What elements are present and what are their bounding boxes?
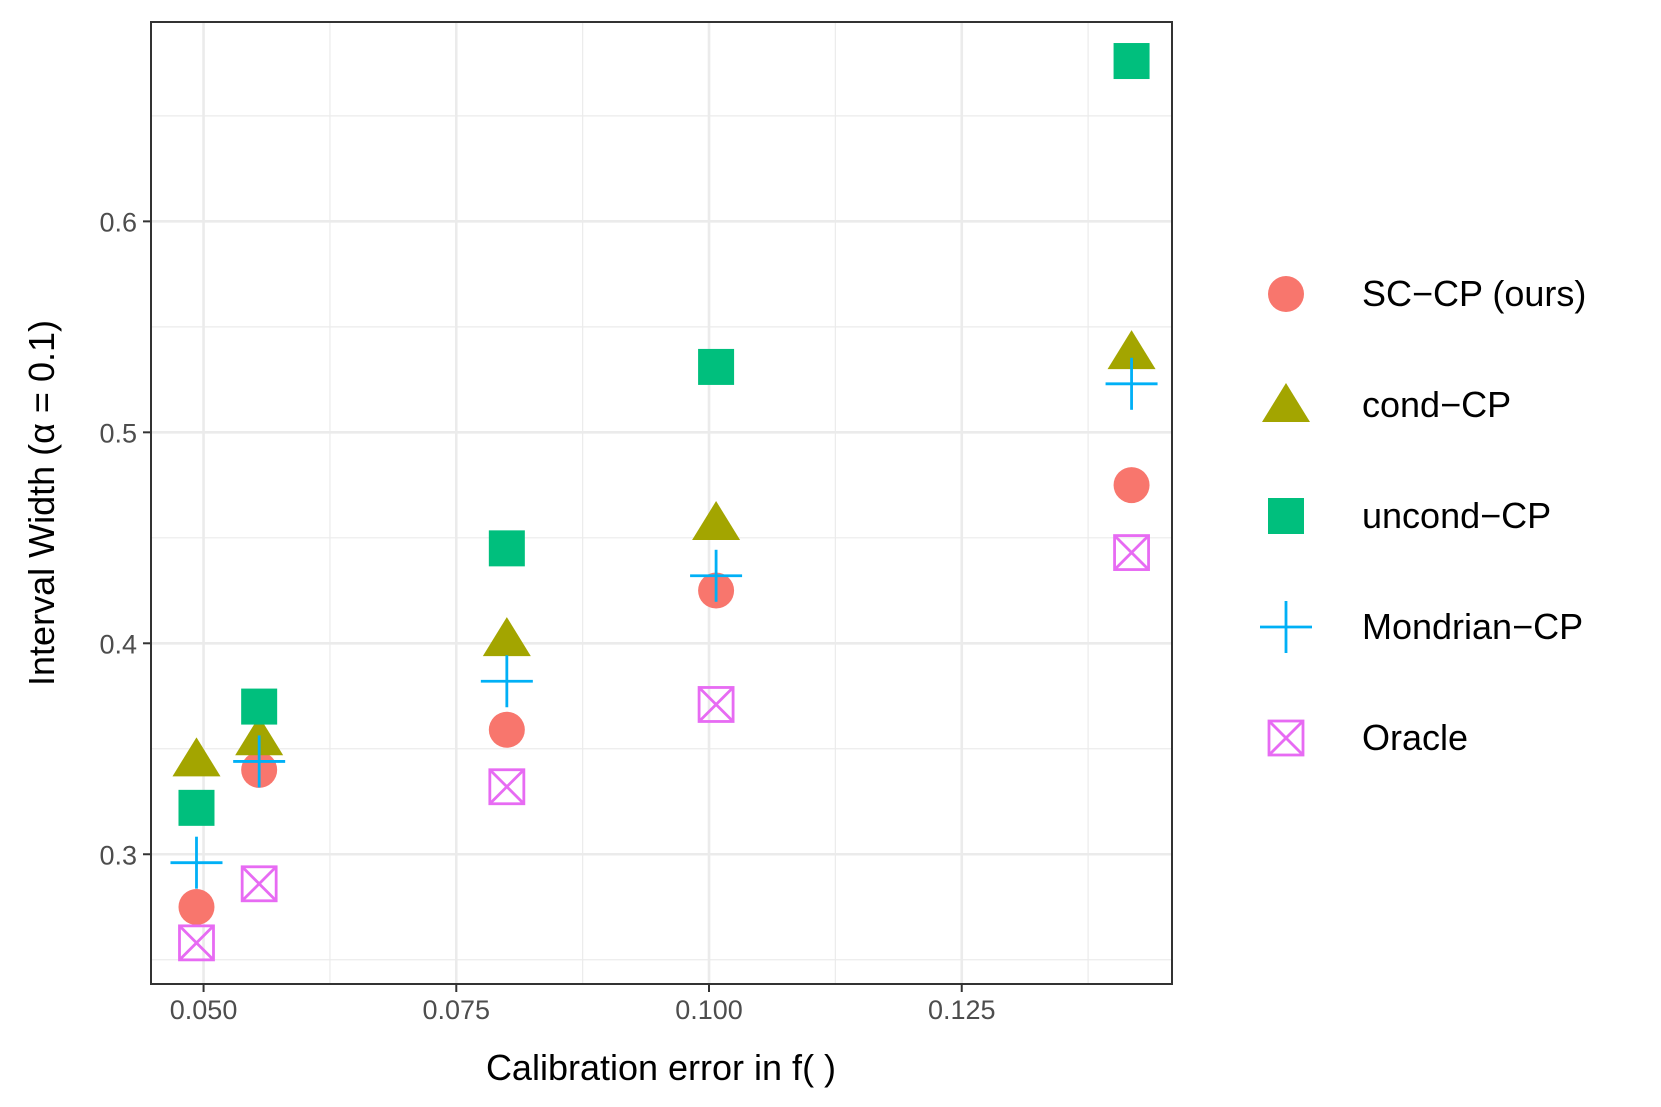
- legend-key-boxcross: [1267, 719, 1305, 757]
- x-tick-label: 0.050: [170, 995, 238, 1025]
- data-point-square: [1113, 43, 1150, 80]
- series-plus: [170, 357, 1158, 889]
- x-tick-label: 0.125: [928, 995, 996, 1025]
- legend-key-triangle: [1262, 383, 1310, 422]
- data-point-triangle: [482, 617, 531, 657]
- panel-background: [151, 22, 1172, 984]
- legend-label: cond−CP: [1362, 384, 1511, 425]
- legend-label: SC−CP (ours): [1362, 273, 1586, 314]
- data-point-triangle: [692, 501, 741, 541]
- legend-item: cond−CP: [1262, 383, 1511, 425]
- data-point-triangle: [172, 737, 221, 777]
- series-boxcross: [178, 534, 1150, 962]
- legend-key-plus: [1260, 601, 1312, 653]
- x-tick-label: 0.075: [423, 995, 491, 1025]
- data-point-plus: [170, 836, 223, 889]
- data-point-boxcross: [488, 768, 526, 806]
- data-point-circle: [178, 888, 215, 925]
- data-points: [170, 43, 1158, 962]
- legend-item: uncond−CP: [1268, 495, 1551, 536]
- data-point-square: [241, 688, 278, 725]
- data-point-circle: [488, 711, 525, 748]
- legend-label: Mondrian−CP: [1362, 606, 1583, 647]
- y-tick-label: 0.6: [99, 207, 137, 237]
- legend: SC−CP (ours) cond−CP uncond−CP Mondrian−CP O…: [1260, 273, 1586, 758]
- data-point-circle: [1113, 467, 1150, 504]
- y-tick-label: 0.5: [99, 418, 137, 448]
- data-point-plus: [480, 655, 533, 708]
- legend-key-square: [1268, 498, 1304, 534]
- x-tick-label: 0.100: [675, 995, 743, 1025]
- axis-ticks: [143, 220, 963, 992]
- data-point-plus: [233, 735, 286, 788]
- y-tick-label: 0.3: [99, 840, 137, 870]
- legend-label: Oracle: [1362, 717, 1468, 758]
- data-point-plus: [690, 549, 743, 602]
- series-circle: [178, 467, 1150, 925]
- data-point-square: [698, 348, 735, 385]
- legend-key-circle: [1268, 276, 1304, 312]
- data-point-square: [178, 789, 215, 826]
- legend-item: Oracle: [1267, 717, 1468, 758]
- y-axis-title: Interval Width (α = 0.1): [21, 320, 62, 686]
- data-point-plus: [1105, 357, 1158, 410]
- data-point-boxcross: [697, 686, 735, 723]
- panel-border: [150, 21, 1173, 985]
- y-tick-label: 0.4: [99, 629, 137, 659]
- x-axis-title: Calibration error in f( ): [486, 1047, 836, 1088]
- data-point-boxcross: [240, 865, 278, 903]
- data-point-square: [488, 530, 525, 567]
- data-point-triangle: [1107, 330, 1156, 370]
- legend-label: uncond−CP: [1362, 495, 1551, 536]
- legend-item: Mondrian−CP: [1260, 601, 1583, 653]
- legend-item: SC−CP (ours): [1268, 273, 1586, 314]
- data-point-boxcross: [178, 924, 215, 962]
- series-square: [178, 43, 1150, 826]
- tick-labels: 0.050 0.075 0.100 0.125 0.3 0.4 0.5 0.6: [99, 207, 995, 1025]
- data-point-boxcross: [1113, 534, 1150, 571]
- minor-gridlines: [151, 22, 1172, 984]
